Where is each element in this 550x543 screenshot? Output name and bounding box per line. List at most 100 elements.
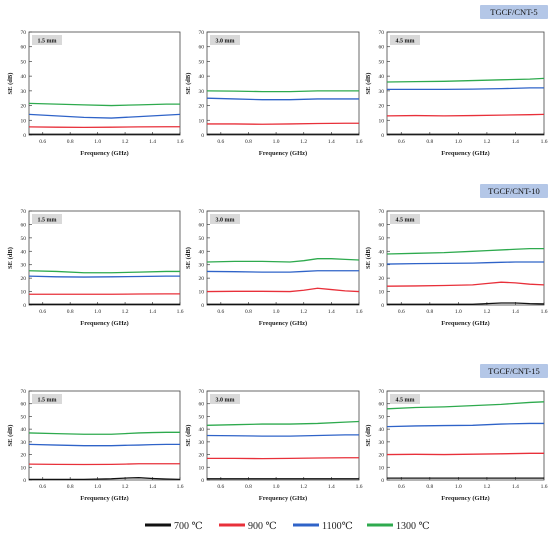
y-tick-label: 10 — [199, 465, 205, 471]
plot-frame — [386, 210, 545, 306]
y-tick-label: 60 — [199, 222, 205, 228]
thickness-label: 1.5 mm — [38, 398, 57, 404]
series-line — [206, 258, 360, 263]
x-tick-label: 1.4 — [512, 484, 519, 490]
x-axis-label: Frequency (GHz) — [259, 320, 307, 327]
x-tick-label: 0.6 — [398, 484, 405, 490]
sample-label: TGCF/CNT-5 — [490, 7, 537, 17]
x-tick-label: 1.6 — [356, 309, 363, 315]
y-tick-label: 50 — [21, 414, 27, 420]
sample-badge — [480, 364, 548, 378]
y-tick-label: 70 — [199, 209, 205, 215]
y-tick-label: 50 — [199, 414, 205, 420]
x-tick-label: 1.4 — [149, 139, 156, 145]
x-tick-label: 1.2 — [300, 309, 307, 315]
x-axis-label: Frequency (GHz) — [259, 150, 307, 157]
x-tick-label: 1.4 — [512, 139, 519, 145]
x-tick-label: 0.6 — [217, 139, 224, 145]
y-tick-label: 0 — [23, 133, 26, 139]
y-tick-label: 60 — [21, 222, 27, 228]
legend-label: 1100℃ — [322, 521, 353, 532]
y-tick-label: 0 — [381, 303, 384, 309]
x-tick-label: 0.8 — [245, 309, 252, 315]
series-line — [386, 113, 545, 117]
y-axis-label: SE (dB) — [7, 425, 14, 447]
x-tick-label: 1.0 — [455, 484, 462, 490]
y-tick-label: 60 — [21, 402, 27, 408]
x-tick-label: 0.6 — [217, 484, 224, 490]
x-tick-label: 1.2 — [300, 484, 307, 490]
series-line — [386, 281, 545, 287]
x-tick-label: 0.6 — [39, 309, 46, 315]
y-tick-label: 50 — [199, 59, 205, 65]
x-tick-label: 1.4 — [149, 484, 156, 490]
thickness-badge — [390, 214, 420, 224]
y-tick-label: 0 — [23, 478, 26, 484]
series-line — [386, 261, 544, 265]
y-axis-label: SE (dB) — [185, 425, 192, 447]
thickness-badge — [390, 394, 420, 404]
y-tick-label: 10 — [379, 465, 385, 471]
y-tick-label: 20 — [21, 104, 27, 110]
series-line — [206, 434, 359, 437]
y-tick-label: 30 — [21, 89, 27, 95]
y-tick-label: 20 — [199, 104, 205, 110]
y-axis-label: SE (dB) — [7, 247, 14, 269]
series-line — [387, 302, 545, 305]
thickness-badge — [210, 214, 240, 224]
y-tick-label: 0 — [23, 303, 26, 309]
y-tick-label: 70 — [21, 30, 27, 36]
series-line — [28, 443, 180, 447]
x-axis-label: Frequency (GHz) — [441, 320, 489, 327]
x-tick-label: 1.4 — [328, 309, 335, 315]
panel-bottom-middle: 0 10 20 30 40 50 60 70 0.6 0.8 1.0 1.2 1.4 1.6 Frequen… — [185, 389, 363, 502]
y-tick-label: 0 — [381, 478, 384, 484]
sample-label: TGCF/CNT-10 — [488, 186, 540, 196]
y-tick-label: 0 — [201, 133, 204, 139]
y-tick-label: 20 — [199, 276, 205, 282]
series-line — [29, 477, 181, 481]
sample-badge — [480, 5, 548, 19]
y-tick-label: 70 — [21, 209, 27, 215]
thickness-label: 4.5 mm — [396, 398, 415, 404]
thickness-label: 1.5 mm — [38, 218, 57, 224]
y-axis-label: SE (dB) — [7, 73, 14, 95]
x-tick-label: 1.6 — [541, 139, 548, 145]
y-tick-label: 50 — [379, 59, 385, 65]
y-tick-label: 40 — [21, 427, 27, 433]
x-tick-label: 1.6 — [541, 309, 548, 315]
series-line — [28, 270, 180, 274]
panel-middle-middle: 0 10 20 30 40 50 60 70 0.6 0.8 1.0 1.2 1.4 1.6 Frequen… — [185, 209, 363, 327]
series-line — [207, 122, 359, 125]
plot-frame — [386, 390, 545, 481]
x-tick-label: 1.2 — [122, 484, 129, 490]
thickness-label: 4.5 mm — [396, 218, 415, 224]
y-tick-label: 60 — [199, 402, 205, 408]
thickness-label: 4.5 mm — [396, 39, 415, 45]
y-tick-label: 40 — [379, 249, 385, 255]
series-line — [387, 87, 544, 91]
thickness-label: 3.0 mm — [216, 39, 235, 45]
thickness-label: 1.5 mm — [38, 39, 57, 45]
series-line — [386, 401, 545, 410]
y-axis-label: SE (dB) — [185, 73, 192, 95]
legend-label: 1300 ℃ — [396, 521, 430, 532]
y-tick-label: 60 — [199, 45, 205, 51]
x-tick-label: 0.6 — [398, 139, 405, 145]
y-tick-label: 60 — [379, 45, 385, 51]
y-tick-label: 30 — [379, 263, 385, 269]
y-tick-label: 30 — [379, 89, 385, 95]
x-tick-label: 0.6 — [398, 309, 405, 315]
thickness-label: 3.0 mm — [216, 218, 235, 224]
thickness-badge — [32, 214, 62, 224]
legend: 700 ℃ 900 ℃ 1100℃ 1300 ℃ — [145, 521, 430, 532]
x-tick-label: 1.0 — [273, 484, 280, 490]
thickness-badge — [32, 35, 62, 45]
x-tick-label: 1.4 — [512, 309, 519, 315]
x-tick-label: 1.6 — [177, 484, 184, 490]
series-line — [206, 420, 360, 426]
y-axis-label: SE (dB) — [365, 73, 372, 95]
series-line — [206, 287, 360, 293]
y-tick-label: 70 — [379, 209, 385, 215]
